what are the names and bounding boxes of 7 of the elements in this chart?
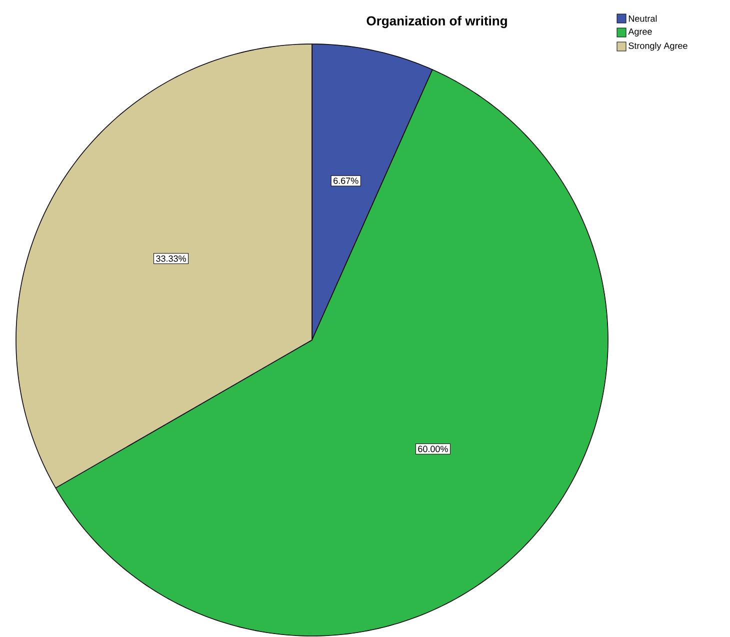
legend-label: Strongly Agree — [628, 42, 688, 51]
data-label: 33.33% — [156, 255, 186, 262]
data-label: 60.00% — [418, 446, 448, 452]
data-label: 6.67% — [334, 178, 358, 184]
legend-label: Agree — [628, 28, 652, 37]
chart-title: Organization of writing — [366, 16, 507, 28]
legend-label: Neutral — [628, 15, 657, 22]
